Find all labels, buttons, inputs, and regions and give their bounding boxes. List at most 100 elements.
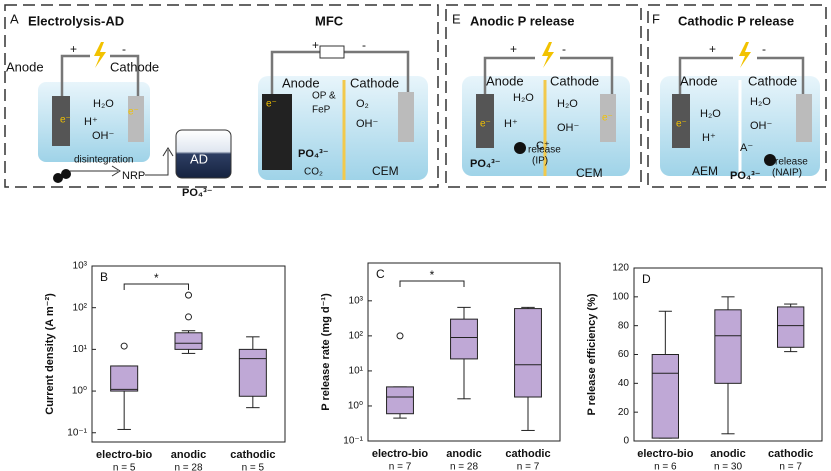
particle bbox=[53, 173, 63, 183]
diagram-label: + bbox=[70, 42, 77, 56]
y-tick-label: 100 bbox=[612, 291, 629, 302]
diagram-label: H⁺ bbox=[504, 118, 518, 130]
tank bbox=[175, 129, 232, 179]
y-tick-label: 20 bbox=[618, 407, 630, 418]
diagram-label: OP & bbox=[312, 91, 336, 102]
particle bbox=[764, 154, 776, 166]
diagram-label: - bbox=[562, 42, 566, 56]
count-label: n = 28 bbox=[450, 462, 479, 471]
diagram-label: + bbox=[709, 42, 716, 56]
diagram-label: e⁻ bbox=[128, 107, 139, 118]
wire bbox=[270, 50, 410, 96]
schematics bbox=[4, 4, 827, 188]
bolt bbox=[542, 42, 554, 68]
outlier bbox=[185, 291, 192, 299]
diagram-label: PO₄³⁻ bbox=[182, 187, 213, 199]
box bbox=[238, 348, 267, 397]
diagram-label: (NAIP) bbox=[772, 168, 802, 179]
diagram-label: e⁻ bbox=[602, 113, 613, 124]
diagram-label: A bbox=[10, 11, 19, 26]
diagram-label: AEM bbox=[692, 164, 718, 178]
y-tick-label: 10⁰ bbox=[72, 386, 87, 397]
count-label: n = 5 bbox=[242, 463, 265, 471]
diagram-label: + bbox=[312, 38, 319, 52]
diagram-label: Anodic P release bbox=[470, 13, 575, 28]
box bbox=[651, 354, 679, 439]
diagram-label: C⁺ bbox=[536, 140, 550, 152]
bolt bbox=[739, 42, 751, 68]
box bbox=[450, 318, 478, 360]
diagram-label: Anode bbox=[680, 73, 718, 88]
diagram-label: e⁻ bbox=[480, 119, 491, 130]
wire bbox=[678, 56, 805, 96]
y-tick-label: 60 bbox=[618, 349, 630, 360]
y-tick-label: 10⁻¹ bbox=[67, 427, 87, 438]
diagram-label: CO₂ bbox=[304, 167, 323, 178]
particle bbox=[61, 169, 71, 179]
diagram-label: CEM bbox=[576, 166, 603, 180]
y-tick-label: 10² bbox=[349, 331, 364, 342]
significance-bracket bbox=[399, 280, 465, 287]
wire bbox=[60, 54, 140, 96]
diagram-label: Cathode bbox=[748, 73, 797, 88]
electrode bbox=[796, 94, 812, 142]
y-tick-label: 10⁰ bbox=[348, 401, 363, 412]
outlier bbox=[185, 313, 192, 321]
box bbox=[174, 332, 203, 350]
diagram-label: AD bbox=[190, 151, 208, 166]
particle bbox=[514, 142, 526, 154]
diagram-label: MFC bbox=[315, 13, 344, 28]
count-label: n = 28 bbox=[174, 463, 203, 471]
y-tick-label: 10⁻¹ bbox=[343, 436, 363, 447]
diagram-label: NRP bbox=[122, 170, 145, 182]
diagram-label: F bbox=[652, 11, 660, 26]
y-tick-label: 10² bbox=[73, 302, 88, 313]
diagram-label: H⁺ bbox=[84, 116, 98, 128]
box bbox=[777, 306, 805, 348]
diagram-label: H₂O bbox=[513, 92, 534, 104]
electrode bbox=[262, 94, 292, 170]
wire bbox=[483, 56, 614, 96]
count-label: n = 30 bbox=[714, 462, 743, 471]
count-label: n = 7 bbox=[517, 462, 540, 471]
diagram-label: - bbox=[122, 42, 126, 56]
diagram-label: H₂O bbox=[93, 98, 114, 110]
count-label: n = 6 bbox=[654, 462, 677, 471]
outlier bbox=[120, 342, 128, 350]
y-tick-label: 120 bbox=[612, 263, 629, 274]
panel-letter: D bbox=[642, 272, 651, 286]
y-axis-label: Current density (A m⁻²) bbox=[44, 293, 56, 415]
diagram-label: FeP bbox=[312, 105, 331, 116]
panel-letter: B bbox=[100, 270, 108, 284]
count-label: n = 7 bbox=[779, 462, 802, 471]
electrode bbox=[672, 94, 690, 148]
diagram-label: e⁻ bbox=[266, 99, 277, 110]
diagram-label: - bbox=[762, 42, 766, 56]
plot-frame bbox=[367, 262, 561, 442]
electrode bbox=[398, 92, 414, 142]
y-tick-label: 10³ bbox=[349, 295, 364, 306]
diagram-label: Cathode bbox=[350, 75, 399, 90]
x-tick-label: anodic bbox=[446, 448, 481, 460]
y-tick-label: 10³ bbox=[73, 261, 88, 272]
x-tick-label: cathodic bbox=[505, 448, 550, 460]
box bbox=[386, 386, 414, 415]
box bbox=[514, 308, 542, 398]
x-tick-label: anodic bbox=[171, 449, 206, 461]
panel-frame bbox=[445, 4, 642, 188]
x-tick-label: anodic bbox=[710, 448, 745, 460]
diagram-label: H₂O bbox=[557, 98, 578, 110]
y-tick-label: 80 bbox=[618, 320, 630, 331]
diagram-label: - bbox=[362, 38, 366, 52]
diagram-label: Electrolysis-AD bbox=[28, 13, 124, 28]
diagram-label: H₂O bbox=[750, 96, 771, 108]
diagram-label: A⁻ bbox=[740, 142, 753, 154]
diagram-label: OH⁻ bbox=[750, 120, 773, 132]
diagram-label: release bbox=[528, 145, 561, 156]
schematic-labels: A Electrolysis-AD MFC + - Anode Cathode H₂O H⁺ OH… bbox=[6, 11, 808, 198]
box bbox=[110, 365, 139, 392]
diagram-label: Anode bbox=[486, 73, 524, 88]
electrode bbox=[600, 94, 616, 142]
x-tick-label: electro-bio bbox=[96, 449, 153, 461]
diagram-label: release bbox=[775, 157, 808, 168]
